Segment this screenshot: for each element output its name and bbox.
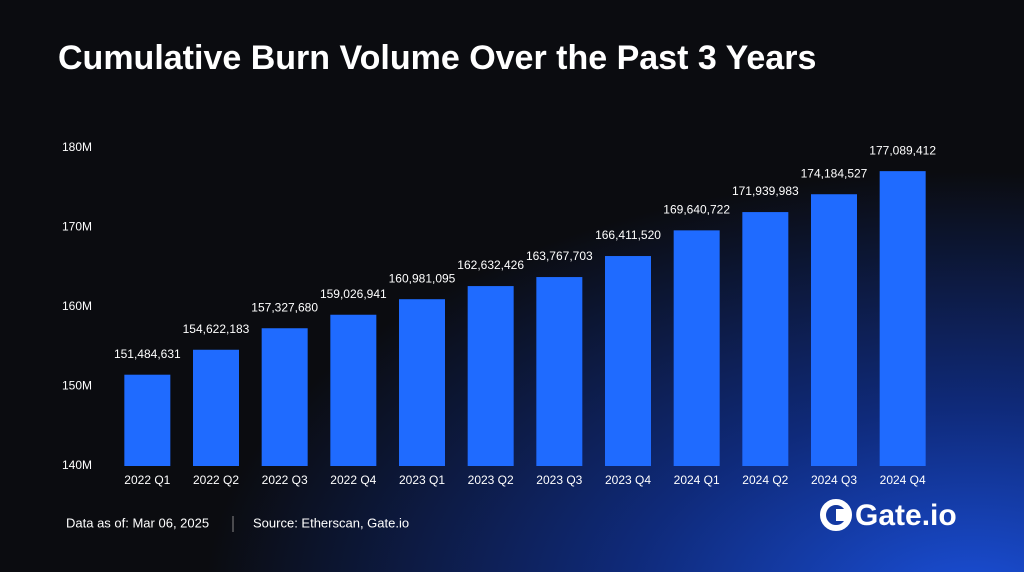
bar [811,194,857,466]
logo-icon-part [836,509,850,521]
value-label: 157,327,680 [251,300,318,314]
brand: Gate.io [855,499,957,532]
value-label: 162,632,426 [457,258,524,272]
x-tick-label: 2022 Q2 [193,473,239,487]
y-tick-label: 170M [62,220,92,234]
value-label: 163,767,703 [526,249,593,263]
chart-title: Cumulative Burn Volume Over the Past 3 Y… [58,39,816,77]
bar [330,314,377,466]
x-tick-label: 2024 Q4 [880,473,926,487]
x-tick-label: 2024 Q1 [674,473,720,487]
bar [261,328,308,466]
x-tick-label: 2024 Q3 [811,473,857,487]
bar [536,277,583,466]
value-label: 154,622,183 [183,322,250,336]
bar [124,374,171,466]
x-tick-label: 2023 Q4 [605,473,651,487]
bar [193,349,239,466]
value-label: 166,411,520 [595,228,661,242]
x-tick-label: 2023 Q2 [468,473,514,487]
value-label: 174,184,527 [801,166,868,180]
x-tick-label: 2023 Q1 [399,473,445,487]
bar [742,212,789,466]
footnote: Data as of: Mar 06, 2025 [66,515,209,530]
x-tick-label: 2022 Q4 [330,473,376,487]
bar [879,171,926,467]
y-tick-label: 150M [62,379,92,393]
value-label: 159,026,941 [320,287,387,301]
bar [467,286,514,466]
y-tick-label: 160M [62,299,92,313]
bar [399,299,445,466]
source: Source: Etherscan, Gate.io [253,515,409,530]
bar [673,230,720,466]
value-label: 160,981,095 [389,271,456,285]
x-tick-label: 2022 Q3 [262,473,308,487]
x-tick-label: 2022 Q1 [124,473,170,487]
value-label: 151,484,631 [114,347,181,361]
y-tick-label: 140M [62,458,92,472]
value-label: 169,640,722 [663,203,730,217]
value-label: 177,089,412 [869,143,936,157]
y-tick-label: 180M [62,140,92,154]
bar [605,256,651,466]
value-label: 171,939,983 [732,184,799,198]
x-tick-label: 2023 Q3 [536,473,582,487]
x-tick-label: 2024 Q2 [742,473,788,487]
